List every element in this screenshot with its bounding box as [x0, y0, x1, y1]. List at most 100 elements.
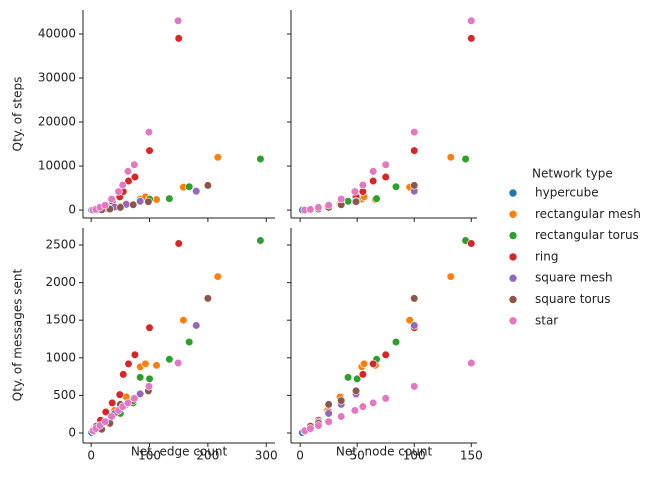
data-point — [314, 421, 323, 430]
data-point — [314, 203, 323, 212]
y-axis-label: Qty. of steps — [11, 77, 25, 152]
legend-label: star — [535, 313, 558, 327]
data-point — [343, 373, 353, 382]
data-point — [101, 201, 110, 210]
data-point — [124, 176, 133, 186]
data-point — [337, 194, 346, 204]
data-point — [174, 34, 183, 43]
legend-marker — [508, 231, 518, 240]
data-point — [108, 398, 117, 408]
data-point — [410, 128, 419, 137]
data-point — [351, 386, 361, 395]
data-point — [410, 146, 419, 155]
x-tick-label: 200 — [196, 449, 219, 463]
data-point — [144, 382, 154, 391]
data-point — [391, 337, 401, 347]
data-point — [130, 160, 139, 169]
data-point — [129, 200, 138, 209]
y-axis-label: Qty. of messages sent — [11, 268, 25, 401]
data-point — [165, 355, 174, 364]
data-point — [337, 396, 346, 405]
x-tick-label: 100 — [403, 449, 426, 463]
y-tick-label: 1000 — [45, 350, 76, 364]
data-point — [141, 359, 150, 368]
data-point — [381, 394, 390, 403]
legend-label: hypercube — [535, 186, 599, 200]
y-tick-label: 10000 — [38, 159, 76, 173]
x-axis-label: Net. node count — [336, 445, 433, 459]
data-point — [256, 236, 265, 245]
data-point — [144, 197, 153, 206]
data-point — [391, 182, 401, 191]
data-point — [115, 390, 124, 399]
legend-label: rectangular mesh — [535, 207, 641, 221]
data-point — [123, 167, 133, 176]
y-tick-label: 0 — [68, 425, 76, 439]
data-point — [145, 323, 154, 332]
x-tick-label: 0 — [296, 449, 304, 463]
data-point — [410, 321, 419, 330]
data-point — [358, 180, 367, 190]
y-tick-label: 0 — [68, 203, 76, 217]
data-point — [351, 197, 361, 206]
data-point — [185, 182, 194, 191]
data-point — [203, 294, 212, 303]
data-point — [446, 153, 455, 162]
x-tick-label: 50 — [350, 449, 365, 463]
x-tick-label: 150 — [460, 449, 483, 463]
x-tick-label: 300 — [255, 449, 278, 463]
data-point — [130, 172, 140, 182]
legend-marker — [508, 252, 518, 262]
legend-label: square torus — [535, 292, 611, 306]
data-point — [467, 34, 476, 43]
data-point — [152, 361, 161, 370]
legend-label: square mesh — [535, 271, 613, 285]
data-point — [337, 412, 346, 421]
data-point — [174, 16, 183, 25]
data-point — [405, 316, 414, 325]
data-point — [124, 359, 133, 368]
data-point — [145, 374, 154, 383]
data-point — [446, 272, 455, 281]
data-point — [410, 382, 419, 391]
data-point — [118, 180, 127, 190]
data-point — [192, 187, 201, 196]
data-point — [324, 409, 333, 418]
y-tick-label: 2500 — [45, 237, 76, 251]
legend-marker — [508, 210, 518, 219]
data-point — [144, 128, 154, 137]
data-point — [343, 197, 353, 206]
legend-label: rectangular torus — [535, 228, 639, 242]
data-point — [306, 424, 315, 433]
data-point — [174, 358, 183, 368]
data-point — [372, 194, 381, 203]
data-point — [306, 205, 315, 214]
data-point — [461, 154, 470, 164]
legend-marker — [508, 273, 518, 283]
x-tick-label: 0 — [87, 449, 95, 463]
data-point — [324, 201, 333, 210]
data-point — [165, 194, 174, 203]
data-point — [101, 407, 110, 417]
y-tick-label: 40000 — [38, 26, 76, 40]
data-point — [324, 417, 333, 426]
y-tick-label: 1500 — [45, 313, 76, 327]
data-point — [467, 358, 476, 368]
data-point — [256, 154, 265, 164]
data-point — [119, 370, 128, 379]
data-point — [369, 359, 378, 368]
data-point — [369, 176, 378, 186]
y-tick-label: 500 — [53, 388, 76, 402]
legend-marker — [508, 295, 518, 304]
data-point — [123, 398, 133, 408]
data-point — [381, 160, 390, 169]
data-point — [107, 412, 116, 421]
legend-marker — [508, 316, 518, 326]
legend-label: ring — [535, 249, 559, 263]
data-point — [192, 321, 201, 330]
data-point — [359, 359, 369, 368]
data-point — [381, 172, 390, 182]
data-point — [358, 402, 367, 411]
data-point — [136, 197, 145, 206]
data-point — [213, 272, 222, 281]
